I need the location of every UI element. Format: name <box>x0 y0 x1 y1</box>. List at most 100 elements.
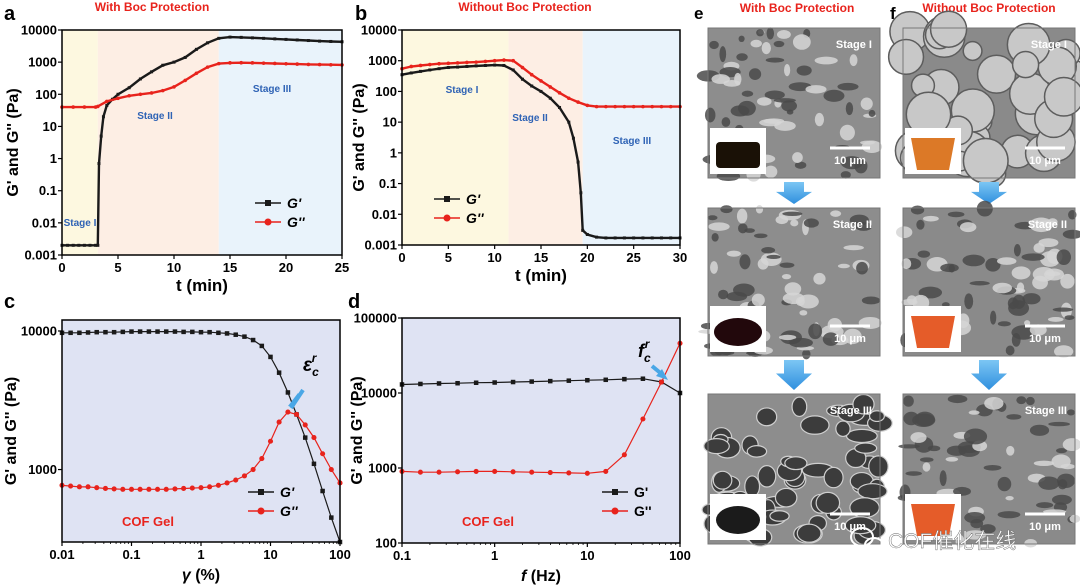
sem-texture <box>719 46 727 63</box>
data-point <box>320 488 325 494</box>
sem-texture <box>856 261 868 275</box>
stage-label-3: Stage III <box>253 84 292 95</box>
sem-image-e-stage-1: Stage I 10 μm <box>696 27 883 182</box>
sem-texture <box>1036 502 1054 509</box>
sem-pore <box>774 487 798 508</box>
data-point <box>82 105 87 109</box>
sem-texture <box>916 219 925 230</box>
legend-label: G' <box>287 195 302 211</box>
critical-strain-arrow-shaft <box>289 388 305 410</box>
data-point <box>295 62 300 66</box>
data-point <box>68 483 74 489</box>
sem-pore <box>746 445 768 458</box>
plot-a: 0 5 10 15 20 25 0.001 0.01 0.1 1 10 100 1000 10000 t (… <box>5 23 349 296</box>
data-point <box>492 468 498 474</box>
sem-texture <box>753 233 768 239</box>
stage-transition-arrow-1 <box>971 182 1007 204</box>
sem-texture <box>830 210 842 217</box>
data-point <box>163 486 169 492</box>
watermark-text: COF催化在线 <box>888 530 1016 553</box>
sem-pore <box>784 456 808 471</box>
sem-texture <box>964 293 974 310</box>
x-tick-label: 10 <box>263 547 277 562</box>
sem-texture <box>901 258 912 270</box>
data-point <box>520 65 525 70</box>
data-point <box>585 232 589 236</box>
data-point <box>318 39 322 43</box>
data-point <box>659 104 664 109</box>
sem-texture <box>1024 539 1037 548</box>
panel-letter-e: e <box>694 4 703 23</box>
inset-beaker <box>911 316 955 348</box>
data-point <box>530 84 534 88</box>
sem-image-f-stage-3: Stage III 10 μm <box>897 393 1080 548</box>
sem-texture <box>983 464 1002 471</box>
sem-texture <box>1005 495 1014 501</box>
sem-texture <box>1005 345 1015 356</box>
panel-a-title: With Boc Protection <box>95 0 210 14</box>
sem-frame <box>902 207 1076 357</box>
data-point <box>154 486 161 492</box>
y-tick-label: 0.001 <box>364 238 397 253</box>
scale-bar-label: 10 μm <box>834 521 866 533</box>
data-point <box>558 105 562 109</box>
sem-texture <box>711 232 719 242</box>
data-point <box>103 329 108 335</box>
x-axis-label: f (Hz) <box>521 568 561 585</box>
sem-texture <box>849 54 858 67</box>
scale-bar-label: 10 μm <box>834 155 866 167</box>
data-point <box>650 236 654 240</box>
sem-texture <box>814 56 838 65</box>
x-tick-label: 25 <box>626 250 640 265</box>
sem-texture <box>1056 448 1068 454</box>
sem-texture <box>755 205 764 214</box>
y-tick-label: 10000 <box>21 23 57 38</box>
data-point <box>492 380 497 385</box>
y-tick-label: 1000 <box>28 462 57 477</box>
inset-beaker <box>911 138 955 170</box>
x-axis-unit: (Hz) <box>526 568 561 585</box>
sem-texture <box>739 254 751 270</box>
sem-texture <box>940 263 959 273</box>
sem-texture <box>720 205 733 214</box>
plot-background <box>402 318 680 543</box>
sem-texture <box>861 140 883 153</box>
x-tick-label: 0.1 <box>122 547 140 562</box>
sem-texture <box>910 432 927 443</box>
sem-texture <box>751 293 765 307</box>
sem-texture <box>710 261 718 274</box>
sem-pore <box>854 442 878 454</box>
data-point <box>105 99 109 104</box>
data-point <box>71 243 75 247</box>
sem-texture <box>1064 315 1075 320</box>
sem-texture <box>984 397 1004 410</box>
data-point <box>172 486 178 492</box>
sem-column-f: Stage I 10 μm Stage II 10 μm Stage III 10 μm <box>887 10 1080 548</box>
sem-stage-label: Stage III <box>830 405 872 417</box>
sem-texture <box>822 332 839 346</box>
data-point <box>302 435 308 440</box>
data-point <box>250 466 256 473</box>
y-tick-label: 0.1 <box>39 183 57 198</box>
x-tick-label: 0.1 <box>393 548 411 563</box>
sem-texture <box>843 328 862 345</box>
sem-texture <box>1052 307 1074 312</box>
sem-texture <box>990 310 997 325</box>
sem-texture <box>910 205 925 215</box>
data-point <box>116 92 120 96</box>
sem-pore <box>868 455 889 478</box>
data-point <box>409 64 414 69</box>
data-point <box>567 120 571 124</box>
sem-texture <box>941 302 950 308</box>
data-point <box>242 334 247 339</box>
legend-marker <box>264 218 272 226</box>
data-point <box>492 58 497 63</box>
sem-texture <box>738 100 756 116</box>
sem-particle <box>929 10 968 48</box>
sem-texture <box>1048 421 1070 427</box>
data-point <box>120 329 126 335</box>
inset-vial <box>716 142 760 168</box>
data-point <box>99 134 103 138</box>
stage-label-3: Stage III <box>613 136 652 147</box>
data-point <box>603 468 609 474</box>
